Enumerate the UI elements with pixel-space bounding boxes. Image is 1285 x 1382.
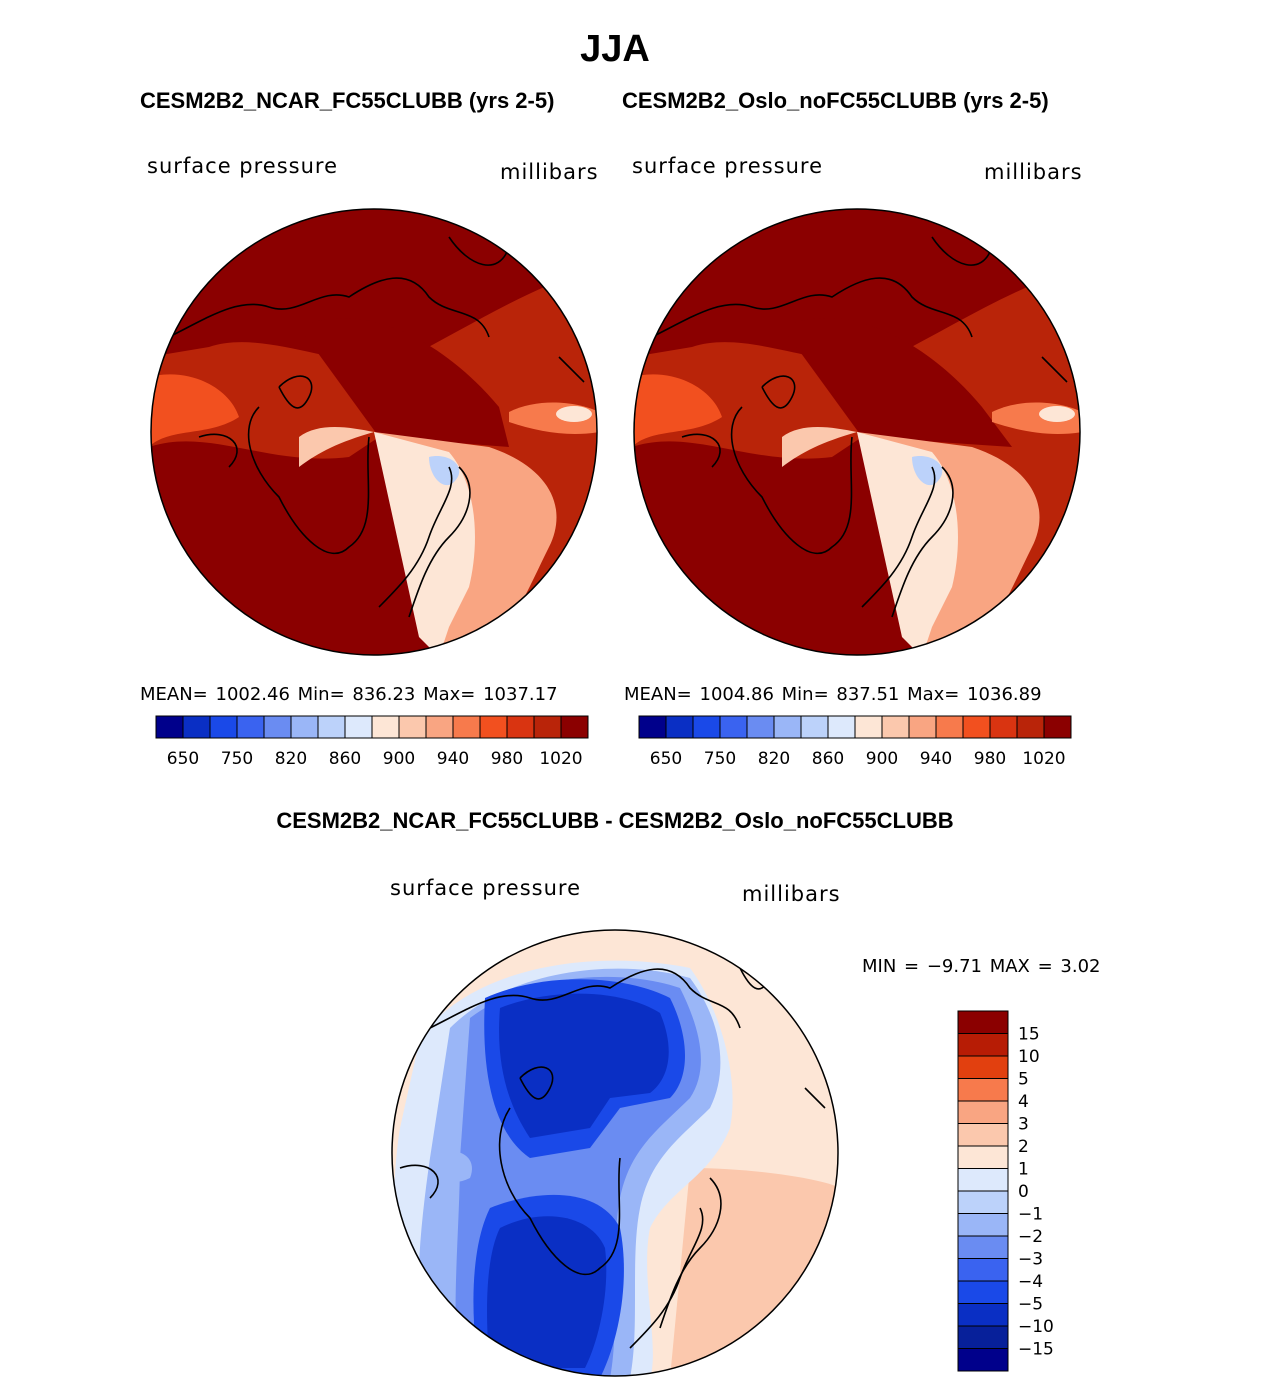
colorbar-swatch xyxy=(957,1033,1009,1057)
colorbar-swatch xyxy=(182,715,211,739)
colorbar-swatch xyxy=(827,715,856,739)
colorbar-tick-label: 900 xyxy=(866,749,898,769)
colorbar-swatch xyxy=(957,1055,1009,1079)
right-colorbar: 650 750 820 860 900 940 980 1020 xyxy=(638,715,1072,769)
colorbar-swatch xyxy=(957,1190,1009,1214)
figure-title: JJA xyxy=(580,28,650,70)
colorbar-swatch xyxy=(957,1325,1009,1349)
colorbar-swatch xyxy=(957,1258,1009,1282)
right-units-label: millibars xyxy=(984,160,1083,184)
colorbar-swatch xyxy=(957,1168,1009,1192)
colorbar-swatch xyxy=(692,715,721,739)
colorbar-tick-label: 0 xyxy=(1018,1182,1029,1202)
colorbar-swatch xyxy=(746,715,775,739)
colorbar-tick-label: 820 xyxy=(275,749,307,769)
subtitle-left-case: CESM2B2_NCAR_FC55CLUBB (yrs 2-5) xyxy=(140,88,555,113)
colorbar-tick-label: −5 xyxy=(1018,1295,1043,1315)
left-polar-map xyxy=(150,208,598,656)
colorbar-swatch xyxy=(398,715,427,739)
colorbar-tick-label: 860 xyxy=(329,749,361,769)
colorbar-swatch xyxy=(638,715,667,739)
colorbar-swatch xyxy=(957,1145,1009,1169)
colorbar-tick-label: 750 xyxy=(704,749,736,769)
colorbar-swatch xyxy=(962,715,991,739)
colorbar-swatch xyxy=(957,1303,1009,1327)
colorbar-tick-label: 1020 xyxy=(539,749,582,769)
difference-title: CESM2B2_NCAR_FC55CLUBB - CESM2B2_Oslo_no… xyxy=(276,808,954,833)
colorbar-tick-label: 750 xyxy=(221,749,253,769)
colorbar-tick-label: 650 xyxy=(650,749,682,769)
colorbar-swatch xyxy=(209,715,238,739)
colorbar-tick-label: 1 xyxy=(1018,1160,1029,1180)
colorbar-swatch xyxy=(1043,715,1072,739)
colorbar-tick-label: 940 xyxy=(437,749,469,769)
colorbar-swatch xyxy=(479,715,508,739)
right-variable-label: surface pressure xyxy=(632,154,823,178)
colorbar-swatch xyxy=(506,715,535,739)
colorbar-tick-label: −2 xyxy=(1018,1227,1043,1247)
colorbar-tick-label: 2 xyxy=(1018,1137,1029,1157)
colorbar-swatch xyxy=(452,715,481,739)
diff-variable-label: surface pressure xyxy=(390,876,581,900)
colorbar-tick-label: 650 xyxy=(167,749,199,769)
colorbar-swatch xyxy=(236,715,265,739)
colorbar-swatch xyxy=(957,1100,1009,1124)
colorbar-swatch xyxy=(560,715,589,739)
colorbar-swatch xyxy=(957,1010,1009,1034)
colorbar-tick-label: 900 xyxy=(383,749,415,769)
difference-polar-map xyxy=(391,929,839,1377)
diff-units-label: millibars xyxy=(742,882,841,906)
colorbar-swatch xyxy=(957,1235,1009,1259)
colorbar-tick-label: 3 xyxy=(1018,1115,1029,1135)
colorbar-swatch xyxy=(854,715,883,739)
colorbar-swatch xyxy=(371,715,400,739)
colorbar-tick-label: 15 xyxy=(1018,1025,1040,1045)
colorbar-swatch xyxy=(957,1348,1009,1372)
colorbar-swatch xyxy=(881,715,910,739)
colorbar-tick-label: 4 xyxy=(1018,1092,1029,1112)
colorbar-swatch xyxy=(344,715,373,739)
colorbar-tick-label: 1020 xyxy=(1022,749,1065,769)
colorbar-swatch xyxy=(800,715,829,739)
colorbar-swatch xyxy=(155,715,184,739)
colorbar-tick-label: −10 xyxy=(1018,1317,1054,1337)
colorbar-swatch xyxy=(533,715,562,739)
colorbar-tick-label: 980 xyxy=(491,749,523,769)
colorbar-tick-label: 980 xyxy=(974,749,1006,769)
colorbar-tick-label: 820 xyxy=(758,749,790,769)
colorbar-tick-label: 860 xyxy=(812,749,844,769)
colorbar-swatch xyxy=(957,1280,1009,1304)
diff-stats: MIN = −9.71 MAX = 3.02 xyxy=(862,956,1101,977)
subtitle-right-case: CESM2B2_Oslo_noFC55CLUBB (yrs 2-5) xyxy=(622,88,1049,113)
right-stats: MEAN= 1004.86 Min= 837.51 Max= 1036.89 xyxy=(624,684,1042,705)
colorbar-tick-label: −4 xyxy=(1018,1272,1043,1292)
colorbar-tick-label: −3 xyxy=(1018,1250,1043,1270)
colorbar-swatch xyxy=(773,715,802,739)
colorbar-swatch xyxy=(935,715,964,739)
left-colorbar: 650 750 820 860 900 940 980 1020 xyxy=(155,715,589,769)
right-polar-map xyxy=(633,208,1081,656)
colorbar-swatch xyxy=(719,715,748,739)
left-stats: MEAN= 1002.46 Min= 836.23 Max= 1037.17 xyxy=(140,684,558,705)
left-units-label: millibars xyxy=(500,160,599,184)
colorbar-swatch xyxy=(957,1213,1009,1237)
colorbar-swatch xyxy=(290,715,319,739)
colorbar-swatch xyxy=(665,715,694,739)
colorbar-swatch xyxy=(263,715,292,739)
colorbar-tick-label: −15 xyxy=(1018,1340,1054,1360)
colorbar-swatch xyxy=(1016,715,1045,739)
colorbar-swatch xyxy=(989,715,1018,739)
colorbar-tick-label: 10 xyxy=(1018,1047,1040,1067)
colorbar-tick-label: 940 xyxy=(920,749,952,769)
colorbar-swatch xyxy=(957,1078,1009,1102)
colorbar-swatch xyxy=(908,715,937,739)
left-variable-label: surface pressure xyxy=(147,154,338,178)
colorbar-swatch xyxy=(425,715,454,739)
colorbar-tick-label: −1 xyxy=(1018,1205,1043,1225)
colorbar-tick-label: 5 xyxy=(1018,1070,1029,1090)
colorbar-swatch xyxy=(957,1123,1009,1147)
colorbar-swatch xyxy=(317,715,346,739)
